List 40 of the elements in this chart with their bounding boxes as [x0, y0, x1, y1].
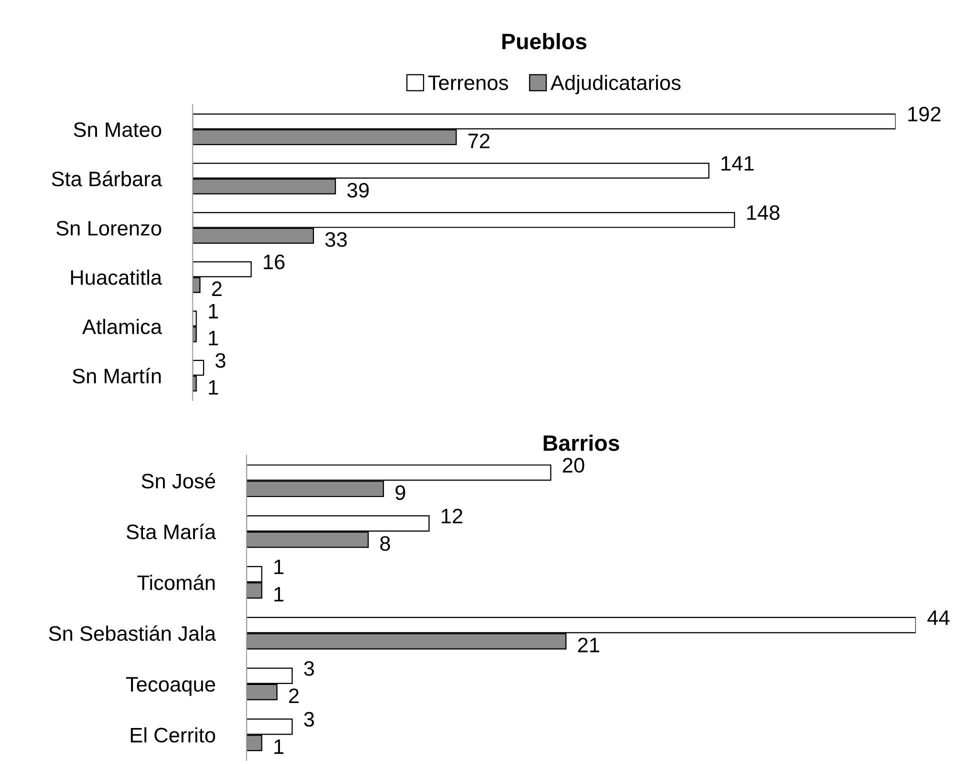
- data-label: 12: [442, 508, 462, 524]
- y-tick-label: Ticomán: [137, 574, 215, 590]
- y-tick-label: Sn José: [142, 472, 216, 488]
- data-label: 44: [927, 610, 950, 625]
- data-label: 1: [274, 587, 284, 602]
- data-label: 72: [468, 134, 490, 148]
- y-tick-label: Sn Martín: [72, 368, 161, 384]
- data-label: 3: [304, 661, 314, 676]
- data-label: 148: [747, 205, 780, 220]
- y-tick-label: Sn Lorenzo: [56, 220, 162, 236]
- legend-label: Terrenos: [428, 76, 508, 90]
- data-label: 2: [212, 281, 222, 296]
- data-label: 9: [396, 485, 406, 500]
- y-tick-label: El Cerrito: [130, 727, 216, 743]
- data-label: 3: [215, 353, 226, 368]
- data-label: 141: [722, 156, 754, 171]
- y-tick-label: Atlamica: [82, 318, 162, 334]
- chart-title: Pueblos: [502, 33, 586, 50]
- data-label: 1: [274, 740, 284, 754]
- y-tick-label: Huacatitla: [71, 270, 162, 285]
- y-tick-label: Tecoaque: [126, 677, 216, 696]
- data-label: 39: [347, 182, 369, 198]
- y-tick-label: Sn Sebastián Jala: [48, 625, 216, 641]
- data-label: 3: [304, 712, 314, 727]
- legend-label: Adjudicatarios: [550, 74, 681, 94]
- data-label: 1: [208, 330, 218, 346]
- data-label: 16: [264, 254, 285, 270]
- data-label: 33: [325, 232, 347, 247]
- data-label: 1: [274, 560, 284, 574]
- data-label: 2: [289, 688, 299, 704]
- data-label: 8: [380, 536, 390, 551]
- y-tick-label: Sta María: [126, 524, 216, 540]
- y-tick-label: Sta Bárbara: [52, 170, 162, 186]
- data-label: 1: [208, 304, 218, 318]
- data-label: 192: [908, 106, 940, 122]
- data-label: 20: [562, 458, 584, 473]
- data-label: 1: [208, 380, 218, 395]
- y-tick-label: Sn Mateo: [74, 122, 162, 138]
- data-label: 21: [578, 638, 600, 652]
- chart-title: Barrios: [544, 434, 620, 451]
